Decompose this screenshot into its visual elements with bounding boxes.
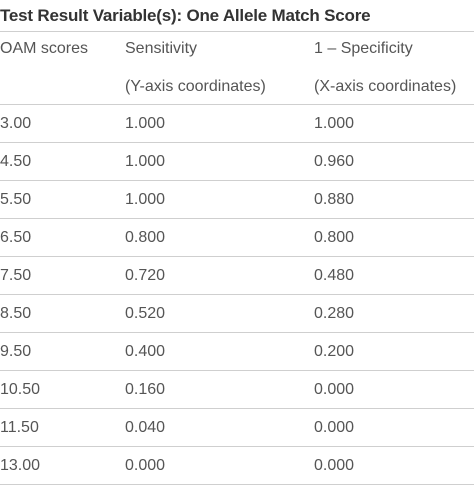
cell-sensitivity: 1.000: [125, 153, 166, 170]
cell-oam-score: 4.50: [0, 153, 32, 170]
cell-one-minus-specificity: 0.200: [314, 343, 355, 360]
cell-oam-score: 7.50: [0, 267, 32, 284]
table-row: 6.50 0.800 0.800: [0, 219, 474, 257]
cell-oam-score: 11.50: [0, 419, 39, 436]
cell-one-minus-specificity: 0.000: [314, 381, 355, 398]
row-divider: [0, 408, 474, 409]
row-divider: [0, 332, 474, 333]
cell-oam-score: 5.50: [0, 191, 32, 208]
cell-sensitivity: 1.000: [125, 115, 166, 132]
cell-sensitivity: 0.160: [125, 381, 166, 398]
cell-one-minus-specificity: 0.000: [314, 419, 355, 436]
cell-sensitivity: 0.520: [125, 305, 166, 322]
title-divider: [0, 31, 474, 32]
table-row: 7.50 0.720 0.480: [0, 257, 474, 295]
row-divider: [0, 446, 474, 447]
cell-sensitivity: 0.720: [125, 267, 166, 284]
cell-oam-score: 6.50: [0, 229, 32, 246]
table-row: 5.50 1.000 0.880: [0, 181, 474, 219]
cell-sensitivity: 0.000: [125, 457, 166, 474]
table-row: 13.00 0.000 0.000: [0, 447, 474, 485]
table-row: 9.50 0.400 0.200: [0, 333, 474, 371]
table-row: 11.50 0.040 0.000: [0, 409, 474, 447]
cell-sensitivity: 1.000: [125, 191, 166, 208]
table-row: 4.50 1.000 0.960: [0, 143, 474, 181]
row-divider: [0, 218, 474, 219]
row-divider: [0, 180, 474, 181]
cell-sensitivity: 0.040: [125, 419, 166, 436]
table-title: Test Result Variable(s): One Allele Matc…: [0, 6, 371, 25]
header-one-minus-specificity: 1 – Specificity: [314, 40, 413, 57]
cell-one-minus-specificity: 0.960: [314, 153, 355, 170]
cell-sensitivity: 0.800: [125, 229, 166, 246]
header-one-minus-specificity-subtitle: (X-axis coordinates): [314, 78, 457, 95]
cell-oam-score: 9.50: [0, 343, 32, 360]
row-divider: [0, 142, 474, 143]
table-row: 10.50 0.160 0.000: [0, 371, 474, 409]
row-divider: [0, 294, 474, 295]
cell-oam-score: 13.00: [0, 457, 41, 474]
cell-one-minus-specificity: 0.800: [314, 229, 355, 246]
header-sensitivity: Sensitivity: [125, 40, 198, 57]
row-divider: [0, 256, 474, 257]
cell-one-minus-specificity: 0.000: [314, 457, 355, 474]
cell-one-minus-specificity: 0.280: [314, 305, 355, 322]
table-row: 8.50 0.520 0.280: [0, 295, 474, 333]
cell-one-minus-specificity: 1.000: [314, 115, 355, 132]
row-divider: [0, 370, 474, 371]
header-sensitivity-subtitle: (Y-axis coordinates): [125, 78, 266, 95]
cell-sensitivity: 0.400: [125, 343, 166, 360]
cell-oam-score: 8.50: [0, 305, 32, 322]
cell-oam-score: 3.00: [0, 115, 32, 132]
cell-one-minus-specificity: 0.880: [314, 191, 355, 208]
header-oam-scores: OAM scores: [0, 40, 89, 57]
cell-one-minus-specificity: 0.480: [314, 267, 355, 284]
header-divider: [0, 104, 474, 105]
table-row: 3.00 1.000 1.000: [0, 105, 474, 143]
cell-oam-score: 10.50: [0, 381, 41, 398]
